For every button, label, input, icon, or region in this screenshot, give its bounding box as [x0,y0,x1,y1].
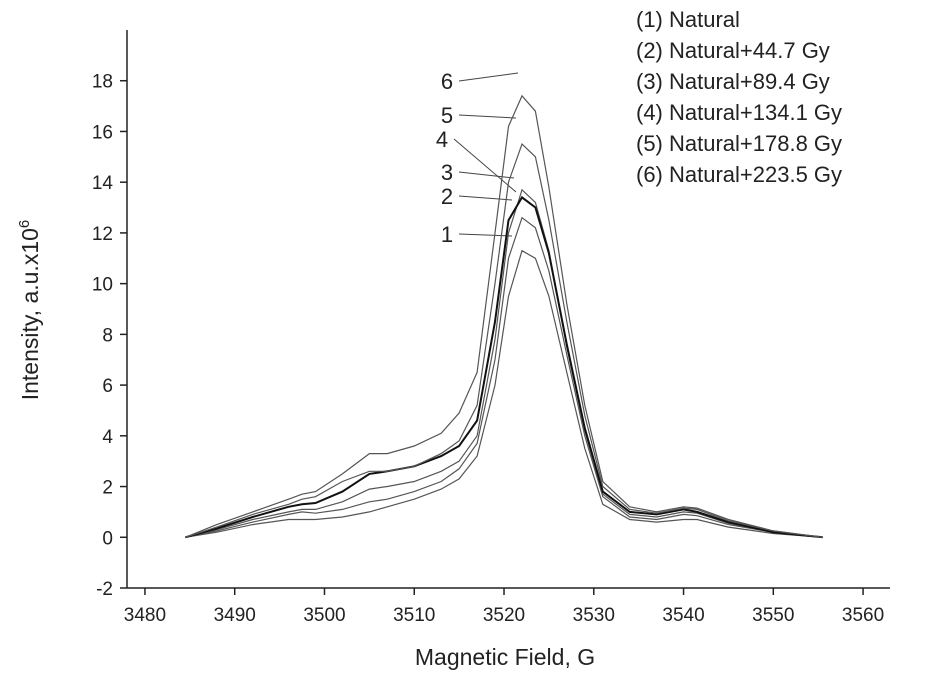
y-tick-label: 12 [92,224,113,245]
curve-label: 3 [441,160,453,185]
y-axis-title-exponent: 6 [16,220,33,228]
series-line [185,249,823,538]
curve-label-leader [458,72,519,82]
curve-label: 4 [436,127,448,152]
curve-label: 6 [441,69,453,94]
x-tick-label: 3540 [662,605,704,626]
legend-entry: (5) Natural+178.8 Gy [636,131,842,156]
series-line [185,143,823,538]
y-tick-label: 10 [92,275,113,296]
x-tick-label: 3510 [393,605,435,626]
curve-label-leader [458,171,515,179]
legend-entry: (6) Natural+223.5 Gy [636,162,842,187]
curve-label-leader [458,195,513,201]
legend-entry: (3) Natural+89.4 Gy [636,69,830,94]
series-line [185,188,823,538]
y-tick-label: -2 [96,579,113,600]
x-tick-label: 3490 [214,605,256,626]
curve-label-leader [458,114,517,119]
x-tick-label: 3530 [573,605,615,626]
curve-label: 1 [441,222,453,247]
series-line [185,216,823,538]
legend-entry: (4) Natural+134.1 Gy [636,100,842,125]
y-tick-label: 14 [92,173,114,194]
curve-label-leader [453,138,517,193]
series-line [185,195,823,539]
series-line [185,94,823,538]
curve-label: 5 [441,103,453,128]
curve-label: 2 [441,184,453,209]
y-tick-label: 6 [102,376,113,397]
y-tick-label: 16 [92,122,113,143]
x-tick-label: 3500 [303,605,345,626]
y-axis-title: Intensity, a.u.x106 [16,220,43,401]
curve-label-leader [458,233,513,237]
y-tick-label: 0 [102,528,113,549]
x-axis-title: Magnetic Field, G [415,644,595,670]
y-tick-label: 18 [92,72,113,93]
y-tick-label: 4 [102,427,113,448]
y-axis-title-text: Intensity, a.u.x10 [17,228,43,400]
x-tick-label: 3480 [124,605,166,626]
x-tick-label: 3550 [752,605,794,626]
legend-entry: (2) Natural+44.7 Gy [636,38,830,63]
y-tick-label: 8 [102,325,113,346]
legend-entry: (1) Natural [636,7,740,32]
x-tick-label: 3520 [483,605,525,626]
y-tick-label: 2 [102,478,113,499]
x-tick-label: 3560 [842,605,884,626]
